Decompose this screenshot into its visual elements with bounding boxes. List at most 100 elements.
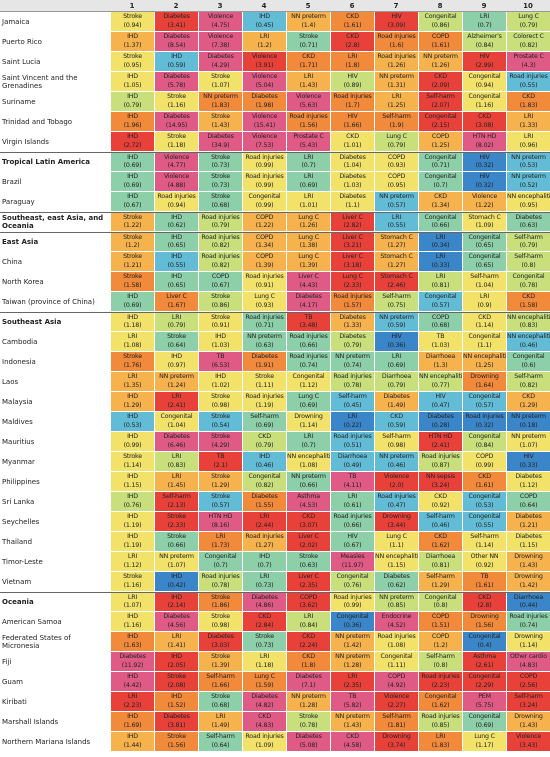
cause: Congenital	[468, 333, 501, 340]
cell: IHD (0.99)	[110, 432, 154, 451]
ratio: (1.27)	[255, 541, 274, 549]
cell: HIV (0.47)	[418, 392, 462, 411]
ratio: (0.64)	[211, 741, 230, 749]
cause: IHD	[127, 473, 138, 480]
cell: CKD (1.61)	[330, 12, 374, 31]
ratio: (0.94)	[123, 21, 142, 29]
cause: IHD	[127, 633, 138, 640]
cause: Diabetes	[339, 313, 366, 321]
cause: Colorect C	[513, 33, 544, 40]
cause: IHD	[171, 233, 182, 241]
ratio: (0.83)	[519, 322, 538, 329]
cause: NN preterm	[379, 453, 414, 460]
ratio: (0.99)	[255, 181, 274, 189]
cell: LRI (1.35)	[110, 372, 154, 391]
cause: Stroke	[167, 673, 186, 680]
cell: NN preterm (0.59)	[374, 313, 418, 331]
ratio: (0.59)	[167, 61, 186, 69]
cause: Congenital	[204, 553, 237, 560]
cause: Violence	[251, 73, 278, 80]
ratio: (0.81)	[431, 561, 450, 569]
cause: HTN HD	[208, 513, 233, 520]
cause: Diabetes	[427, 413, 454, 420]
ratio: (0.79)	[255, 441, 274, 449]
ratio: (2.99)	[475, 61, 494, 69]
row-label: North Korea	[2, 277, 44, 286]
cell: IHD (1.15)	[110, 472, 154, 491]
cell: Diabetes (1.21)	[506, 512, 550, 531]
cell: Diarrhoea (0.79)	[374, 372, 418, 391]
cause: CKD	[302, 653, 315, 660]
column-number: 4	[261, 2, 267, 10]
cause: NN preterm	[159, 553, 194, 560]
ratio: (2.41)	[167, 401, 186, 409]
ratio: (0.74)	[343, 361, 362, 369]
cause: Stroke	[123, 233, 142, 241]
ratio: (0.73)	[211, 181, 230, 189]
ratio: (1.14)	[299, 421, 318, 429]
cell: COPD (1.25)	[418, 132, 462, 151]
ratio: (4.86)	[255, 602, 274, 609]
cause: Lung C	[298, 213, 319, 221]
ratio: (0.94)	[475, 81, 494, 89]
table-row: Suriname IHD (0.79) Stroke (1.16) NN preterm(…	[0, 92, 550, 112]
cause: CKD	[390, 413, 403, 420]
table-row: Marshall Islands IHD (1.69) Diabetes (3.81) L…	[0, 712, 550, 732]
ratio: (1.61)	[475, 481, 494, 489]
cell: LRI (0.81)	[418, 272, 462, 291]
cause: Road injuries	[377, 33, 416, 40]
cell: Self-harm (0.69)	[242, 412, 286, 431]
row-label: American Samoa	[2, 617, 62, 626]
cell: NN preterm (0.57)	[374, 192, 418, 211]
ratio: (1.83)	[519, 101, 538, 109]
ratio: (0.79)	[343, 341, 362, 349]
table-body: Jamaica Stroke (0.94) Diabetes (3.41) Violenc…	[0, 12, 550, 752]
cause: Congenital	[512, 353, 545, 360]
ratio: (1.33)	[519, 121, 538, 129]
cell: TB (3.48)	[286, 313, 330, 331]
row-label: Saint Vincent and the Grenadines	[2, 73, 78, 90]
cell: Congenital (1.1)	[462, 332, 506, 351]
cell: IHD (1.29)	[110, 392, 154, 411]
cause: LRI	[215, 533, 226, 540]
ratio: (1.63)	[123, 641, 142, 649]
cause: NN encephalitis	[507, 313, 550, 321]
ratio: (4.77)	[167, 162, 186, 169]
ratio: (1.26)	[299, 222, 318, 229]
cause: LRI	[127, 593, 138, 601]
cause: COPD	[387, 153, 406, 161]
cause: Stroke	[211, 493, 230, 500]
ratio: (1.07)	[123, 602, 142, 609]
row-label: Seychelles	[2, 517, 40, 526]
cause: Congenital	[424, 13, 457, 20]
cell: Road injuries (1.6)	[374, 32, 418, 51]
ratio: (1.09)	[255, 741, 274, 749]
row-label: Saint Lucia	[2, 57, 41, 66]
ratio: (1.83)	[211, 101, 230, 109]
ratio: (1.44)	[123, 741, 142, 749]
ratio: (0.77)	[431, 381, 450, 389]
ratio: (1.12)	[519, 481, 538, 489]
ratio: (1.29)	[431, 581, 450, 589]
ratio: (0.57)	[387, 201, 406, 209]
cell: Stroke (1.2)	[110, 233, 154, 251]
ratio: (0.9)	[477, 301, 492, 309]
cause: Diarrhoea	[381, 373, 412, 380]
cell: NN encephalitis (0.46)	[506, 332, 550, 351]
ratio: (1.07)	[167, 561, 186, 569]
ratio: (0.93)	[387, 162, 406, 169]
cause: Congenital	[424, 593, 457, 601]
cell: IHD (0.42)	[154, 572, 198, 591]
ratio: (0.85)	[431, 721, 450, 729]
ratio: (1.8)	[301, 661, 316, 669]
cell: PEM (5.75)	[462, 692, 506, 711]
cause: Drowning	[382, 513, 411, 520]
ratio: (1.15)	[519, 541, 538, 549]
ratio: (1.66)	[343, 121, 362, 129]
ratio: (0.52)	[519, 181, 538, 189]
cause: Stroke	[211, 693, 230, 700]
cell: Road injuries (0.78)	[330, 372, 374, 391]
ratio: (0.79)	[519, 242, 538, 249]
cell: COPD (1.51)	[418, 612, 462, 631]
cause: Road injuries	[245, 393, 284, 400]
